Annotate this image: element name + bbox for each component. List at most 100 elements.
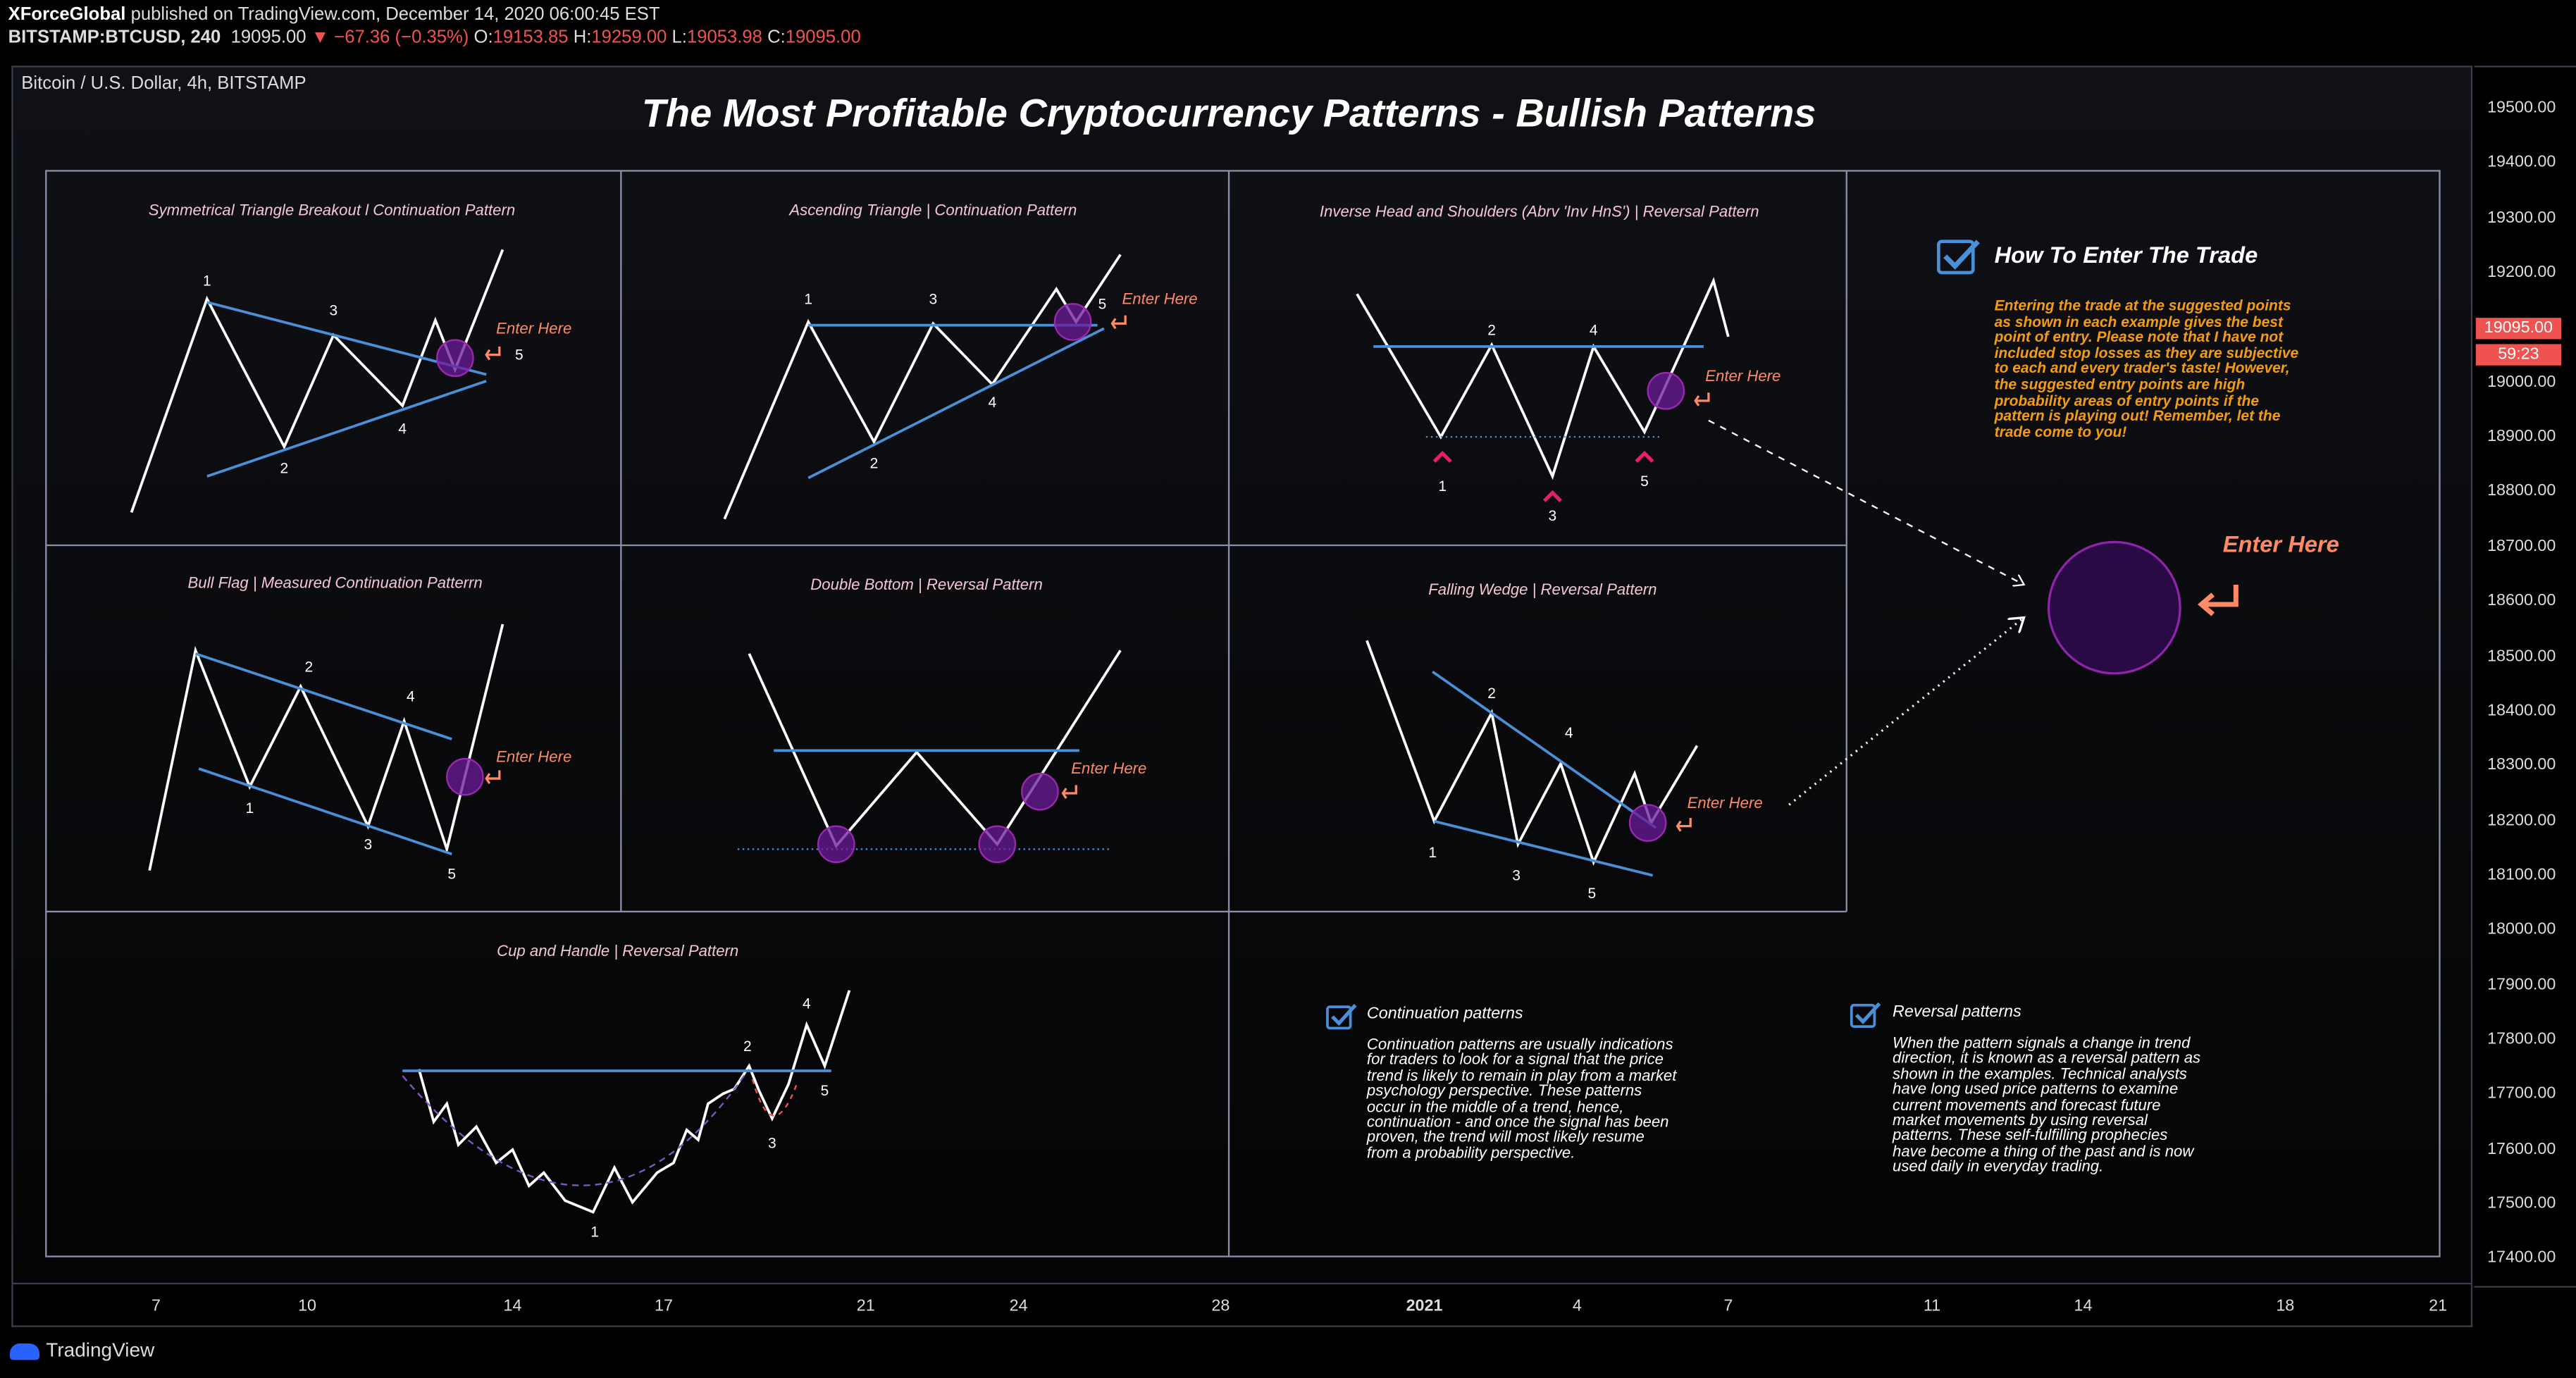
pattern-double-bottom xyxy=(737,650,1122,864)
time-tick: 21 xyxy=(856,1297,875,1316)
time-tick: 18 xyxy=(2276,1297,2295,1316)
panel-grid xyxy=(45,170,2441,1258)
reversal-text: When the pattern signals a change in tre… xyxy=(1893,1034,2201,1177)
time-tick: 10 xyxy=(298,1297,316,1316)
point-label: 2 xyxy=(280,459,289,477)
point-label: 3 xyxy=(929,290,938,307)
enter-here-label: Enter Here xyxy=(1705,368,1781,386)
point-label: 1 xyxy=(202,273,211,290)
time-tick: 7 xyxy=(151,1297,161,1316)
dotted-arrow xyxy=(1788,618,2024,806)
price-tick: 18200.00 xyxy=(2487,811,2556,830)
panel-title-ascending-triangle: Ascending Triangle | Continuation Patter… xyxy=(789,201,1077,221)
price-tick: 17800.00 xyxy=(2487,1030,2556,1049)
entry-circle xyxy=(1021,772,1059,811)
point-label: 1 xyxy=(804,290,813,307)
price-scale[interactable] xyxy=(2474,66,2576,1288)
close-value: 19095.00 xyxy=(785,27,861,48)
price-tick: 18000.00 xyxy=(2487,921,2556,939)
entry-circle xyxy=(436,339,474,378)
enter-here-label: Enter Here xyxy=(1122,290,1198,309)
price-tick: 17400.00 xyxy=(2487,1249,2556,1268)
price-tick: 18300.00 xyxy=(2487,757,2556,775)
point-label: 5 xyxy=(820,1082,829,1099)
entry-circle xyxy=(978,825,1017,864)
how-to-text: Entering the trade at the suggested poin… xyxy=(1994,297,2299,440)
author-name[interactable]: XForceGlobal xyxy=(8,4,126,25)
publish-info: XForceGlobal published on TradingView.co… xyxy=(8,5,660,25)
point-label: 1 xyxy=(245,800,254,817)
brand-label: TradingView xyxy=(46,1339,155,1362)
price-tick: 19000.00 xyxy=(2487,373,2556,392)
enter-here-label: Enter Here xyxy=(496,320,572,339)
point-label: 3 xyxy=(329,302,338,319)
point-label: 4 xyxy=(1564,724,1573,741)
price-tick: 18500.00 xyxy=(2487,647,2556,666)
down-arrow-icon: ▼ xyxy=(311,27,330,48)
open-label: O: xyxy=(473,27,493,48)
price-tick: 18400.00 xyxy=(2487,702,2556,720)
price-tick: 18900.00 xyxy=(2487,428,2556,447)
price-tick: 19300.00 xyxy=(2487,209,2556,228)
panel-title-double-bottom: Double Bottom | Reversal Pattern xyxy=(810,576,1043,595)
price-tick: 19500.00 xyxy=(2487,99,2556,118)
enter-here-label: Enter Here xyxy=(1071,760,1147,779)
pattern-bull-flag xyxy=(148,623,504,871)
last-price: 19095.00 xyxy=(230,27,306,48)
panel-title-falling-wedge: Falling Wedge | Reversal Pattern xyxy=(1428,581,1657,600)
point-label: 5 xyxy=(1587,885,1597,902)
countdown-badge: 59:23 xyxy=(2475,344,2562,366)
point-label: 1 xyxy=(590,1223,599,1241)
dashed-arrow xyxy=(1708,419,2024,585)
point-label: 2 xyxy=(1487,321,1496,339)
pattern-ascending-triangle xyxy=(723,254,1122,520)
price-tick: 18800.00 xyxy=(2487,483,2556,501)
time-tick: 7 xyxy=(1723,1297,1733,1316)
low-label: L: xyxy=(671,27,687,48)
big-enter-here-label: Enter Here xyxy=(2222,530,2339,557)
close-label: C: xyxy=(767,27,786,48)
time-tick: 21 xyxy=(2429,1297,2448,1316)
point-label: 1 xyxy=(1438,478,1447,495)
point-label: 1 xyxy=(1428,844,1437,861)
entry-circle xyxy=(1647,372,1685,410)
checkbox-icons xyxy=(1326,240,1980,1030)
high-label: H: xyxy=(573,27,592,48)
tradingview-logo[interactable]: TradingView xyxy=(9,1339,155,1362)
time-tick: 11 xyxy=(1923,1297,1941,1316)
time-scale[interactable] xyxy=(11,1284,2473,1327)
point-label: 4 xyxy=(988,394,997,411)
reversal-title: Reversal patterns xyxy=(1893,1003,2021,1022)
price-tick: 18700.00 xyxy=(2487,538,2556,556)
time-tick: 17 xyxy=(655,1297,673,1316)
point-label: 4 xyxy=(407,688,415,705)
point-label: 4 xyxy=(1589,321,1598,339)
price-tick: 18600.00 xyxy=(2487,592,2556,611)
pattern-falling-wedge xyxy=(1366,640,1699,877)
price-tick: 17600.00 xyxy=(2487,1140,2556,1158)
point-label: 2 xyxy=(1487,685,1496,702)
cloud-icon xyxy=(9,1343,39,1360)
point-label: 3 xyxy=(1512,867,1521,884)
low-value: 19053.98 xyxy=(686,27,762,48)
time-tick: 4 xyxy=(1572,1297,1582,1316)
pattern-inverse-head-shoulders xyxy=(1356,277,1730,502)
open-value: 19153.85 xyxy=(493,27,569,48)
point-label: 5 xyxy=(447,865,457,882)
time-tick: 24 xyxy=(1009,1297,1028,1316)
last-price-badge: 19095.00 xyxy=(2475,318,2562,340)
point-label: 4 xyxy=(398,420,407,437)
point-label: 5 xyxy=(514,346,524,364)
point-label: 2 xyxy=(869,454,879,472)
panel-title-bull-flag: Bull Flag | Measured Continuation Patter… xyxy=(187,574,483,593)
entry-circle xyxy=(446,757,484,796)
continuation-title: Continuation patterns xyxy=(1366,1005,1523,1024)
enter-here-label: Enter Here xyxy=(496,749,572,767)
point-label: 2 xyxy=(743,1038,752,1055)
published-text: published on TradingView.com, December 1… xyxy=(130,4,660,25)
big-entry-circle xyxy=(2047,540,2181,675)
time-tick: 28 xyxy=(1211,1297,1230,1316)
point-label: 3 xyxy=(364,836,373,852)
